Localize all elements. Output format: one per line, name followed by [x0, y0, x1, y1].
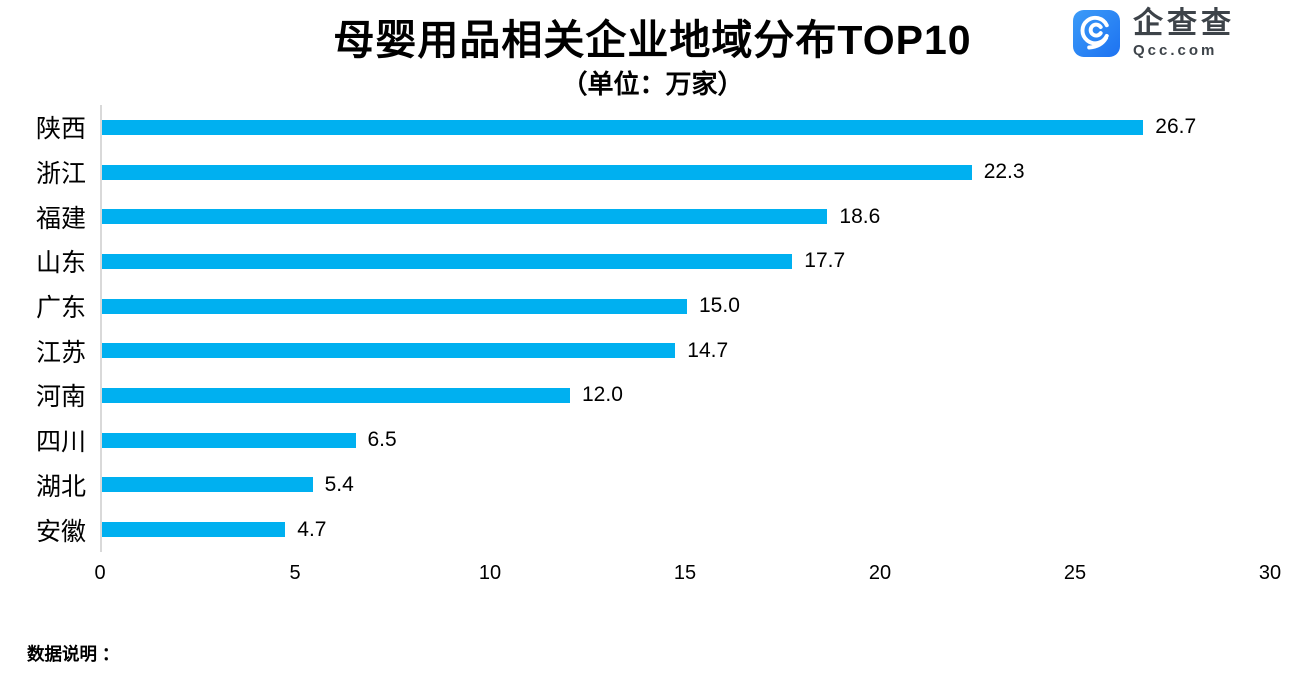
category-label: 江苏	[35, 338, 86, 367]
x-tick-label: 15	[673, 562, 697, 584]
bar	[102, 522, 286, 538]
y-axis-line	[100, 105, 102, 552]
bar-track: 14.7	[102, 339, 1305, 363]
value-label: 14.7	[687, 338, 729, 362]
value-label: 15.0	[699, 294, 740, 318]
notes-heading: 数据说明 ：	[27, 644, 120, 664]
unit-subtitle: （单位：万家）	[561, 69, 744, 99]
bar-track: 4.7	[102, 518, 1305, 542]
x-tick-label: 30	[1258, 562, 1282, 584]
category-label: 河南	[35, 383, 86, 412]
data-notes: 数据说明 ： 1、仅统计企业名、品牌、经营范围为“母婴用品”的在存企业 2、统计…	[27, 584, 492, 678]
bar-rows: 陕西 26.7 浙江 22.3 福建 18.6 山东 17.7 广东 15.0 江苏 14.7 河南 12…	[0, 105, 1305, 552]
qcc-logo-name: 企查查	[1133, 7, 1235, 40]
bar	[102, 209, 828, 225]
bar-track: 18.6	[102, 205, 1305, 229]
x-tick-label: 10	[478, 562, 502, 584]
bar-track: 5.4	[102, 473, 1305, 497]
chart-row: 山东 17.7	[0, 239, 1305, 284]
bar-track: 6.5	[102, 428, 1305, 452]
bar-chart: 陕西 26.7 浙江 22.3 福建 18.6 山东 17.7 广东 15.0 江苏 14.7 河南 12…	[0, 105, 1305, 584]
category-label: 陕西	[35, 115, 86, 144]
category-label: 湖北	[35, 472, 86, 501]
bar	[102, 164, 972, 180]
category-label: 四川	[35, 428, 86, 457]
chart-row: 陕西 26.7	[0, 105, 1305, 150]
bar	[102, 253, 793, 269]
bar	[102, 477, 313, 493]
category-label: 安徽	[35, 517, 86, 546]
category-label: 山东	[35, 249, 86, 278]
x-axis: 0 5 10 15 20 25 30	[0, 552, 1305, 586]
bar	[102, 387, 570, 403]
value-label: 5.4	[324, 472, 354, 496]
value-label: 22.3	[983, 160, 1025, 184]
category-label: 广东	[35, 294, 86, 323]
bar	[102, 298, 687, 314]
x-tick-label: 20	[868, 562, 892, 584]
x-tick-label: 0	[94, 562, 106, 584]
bar	[102, 119, 1144, 135]
qcc-logo-domain: Qcc.com	[1133, 42, 1218, 59]
value-label: 18.6	[839, 204, 881, 228]
value-label: 26.7	[1155, 115, 1197, 139]
qcc-magnifier-icon	[1073, 10, 1120, 57]
value-label: 17.7	[804, 249, 846, 273]
bar-track: 17.7	[102, 249, 1305, 273]
value-label: 6.5	[367, 428, 397, 452]
chart-row: 福建 18.6	[0, 194, 1305, 239]
qcc-logo: 企查查 Qcc.com	[1073, 9, 1235, 58]
value-label: 12.0	[582, 383, 623, 407]
bar	[102, 343, 676, 359]
x-tick-label: 25	[1063, 562, 1087, 584]
chart-row: 浙江 22.3	[0, 150, 1305, 195]
qcc-logo-text: 企查查 Qcc.com	[1133, 7, 1235, 59]
chart-row: 安徽 4.7	[0, 507, 1305, 552]
page-title: 母婴用品相关企业地域分布TOP10	[333, 17, 972, 63]
chart-row: 广东 15.0	[0, 284, 1305, 329]
x-tick-label: 5	[289, 562, 301, 584]
bar	[102, 432, 356, 448]
chart-row: 江苏 14.7	[0, 328, 1305, 373]
category-label: 浙江	[35, 160, 86, 189]
bar-track: 12.0	[102, 383, 1305, 407]
chart-row: 四川 6.5	[0, 418, 1305, 463]
bar-track: 26.7	[102, 115, 1305, 139]
value-label: 4.7	[297, 517, 327, 541]
chart-row: 河南 12.0	[0, 373, 1305, 418]
category-label: 福建	[35, 204, 86, 233]
chart-row: 湖北 5.4	[0, 463, 1305, 508]
bar-track: 15.0	[102, 294, 1305, 318]
bar-track: 22.3	[102, 160, 1305, 184]
